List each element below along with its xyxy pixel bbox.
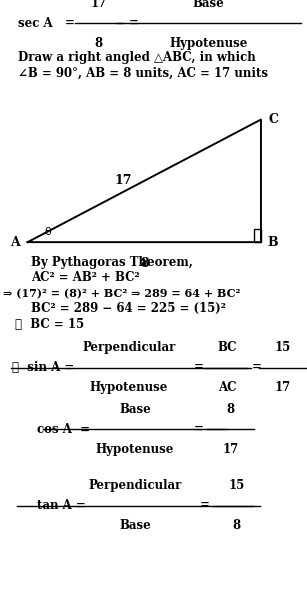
Text: =: = — [193, 422, 203, 436]
Bar — [254, 229, 261, 242]
Text: By Pythagoras Theorem,: By Pythagoras Theorem, — [31, 256, 192, 269]
Text: =: = — [252, 361, 262, 375]
Text: θ: θ — [44, 227, 51, 237]
Text: Draw a right angled △ABC, in which: Draw a right angled △ABC, in which — [18, 50, 256, 64]
Text: tan A =: tan A = — [37, 499, 86, 512]
Text: ⇒ (17)² = (8)² + BC² ⇒ 289 = 64 + BC²: ⇒ (17)² = (8)² + BC² ⇒ 289 = 64 + BC² — [3, 288, 240, 299]
Text: =: = — [129, 17, 139, 30]
Text: 8: 8 — [140, 257, 149, 270]
Text: =: = — [193, 361, 203, 375]
Text: BC² = 289 − 64 = 225 = (15)²: BC² = 289 − 64 = 225 = (15)² — [31, 302, 226, 316]
Text: 8: 8 — [232, 519, 240, 532]
Text: cos A  =: cos A = — [37, 422, 90, 436]
Text: Base: Base — [193, 0, 225, 10]
Text: AC² = AB² + BC²: AC² = AB² + BC² — [31, 271, 139, 284]
Text: 8: 8 — [226, 403, 234, 416]
Text: 15: 15 — [274, 341, 290, 354]
Text: BC: BC — [217, 341, 237, 354]
Text: Hypotenuse: Hypotenuse — [169, 37, 248, 50]
Text: B: B — [268, 235, 278, 249]
Text: ∴  BC = 15: ∴ BC = 15 — [15, 318, 84, 332]
Text: ∠B = 90°, AB = 8 units, AC = 17 units: ∠B = 90°, AB = 8 units, AC = 17 units — [18, 67, 268, 80]
Text: =: = — [64, 17, 74, 30]
Text: 17: 17 — [222, 443, 238, 455]
Text: Perpendicular: Perpendicular — [88, 479, 182, 492]
Text: 17: 17 — [114, 174, 132, 188]
Text: Perpendicular: Perpendicular — [82, 341, 176, 354]
Text: AC: AC — [218, 381, 236, 394]
Text: ∴  sin A =: ∴ sin A = — [12, 361, 75, 375]
Text: C: C — [268, 113, 278, 126]
Text: Hypotenuse: Hypotenuse — [96, 443, 174, 455]
Text: 17: 17 — [90, 0, 106, 10]
Text: Base: Base — [119, 403, 151, 416]
Text: 17: 17 — [274, 381, 290, 394]
Text: 8: 8 — [94, 37, 102, 50]
Text: A: A — [10, 235, 20, 249]
Text: 15: 15 — [228, 479, 244, 492]
Text: Base: Base — [119, 519, 151, 532]
Text: =: = — [200, 499, 209, 512]
Text: sec A: sec A — [18, 17, 53, 30]
Text: Hypotenuse: Hypotenuse — [90, 381, 168, 394]
